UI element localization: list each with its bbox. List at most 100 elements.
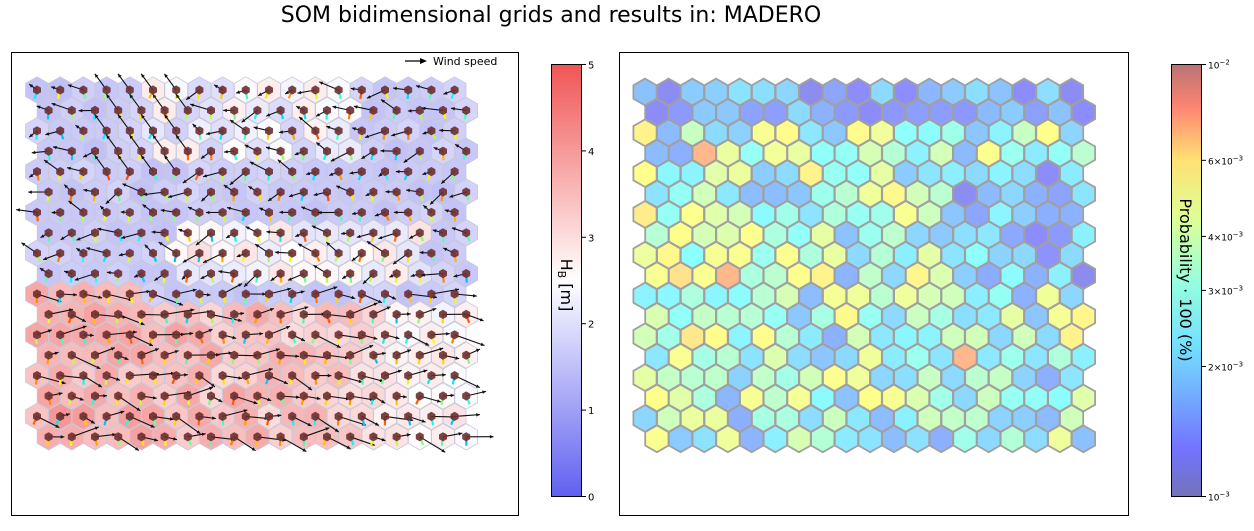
left-node-marker	[56, 411, 65, 421]
left-node-marker	[114, 228, 123, 238]
left-node-marker	[195, 289, 204, 299]
left-wind-arrowhead	[277, 413, 282, 418]
svg-text:Probability · 100 (%): Probability · 100 (%)	[1176, 198, 1195, 361]
left-wind-arrowhead	[179, 302, 183, 306]
left-wind-arrow	[303, 427, 330, 438]
left-wind-arrowhead	[449, 194, 454, 198]
left-wind-arrowhead	[174, 350, 179, 354]
left-wind-arrowhead	[212, 416, 216, 420]
left-wind-arrowhead	[300, 290, 305, 294]
left-node-marker	[276, 269, 285, 279]
left-wind-arrowhead	[407, 349, 411, 353]
left-wind-arrowhead	[206, 131, 210, 136]
left-wind-arrowhead	[304, 306, 309, 310]
left-node-marker	[79, 289, 88, 299]
left-wind-arrowhead	[29, 84, 34, 88]
left-node-marker	[79, 371, 88, 381]
left-node-marker	[311, 330, 320, 340]
left-node-marker	[381, 167, 389, 177]
left-wind-arrows	[16, 73, 494, 453]
left-node-marker	[357, 167, 366, 177]
left-node-marker	[125, 411, 134, 421]
left-node-marker	[323, 146, 331, 156]
left-node-marker	[288, 126, 297, 136]
left-node-marker	[265, 371, 273, 381]
left-node-marker	[230, 432, 239, 442]
left-node-marker	[33, 371, 41, 381]
left-wind-arrowhead	[176, 135, 180, 139]
left-node-marker	[288, 330, 297, 340]
left-node-marker	[102, 371, 111, 381]
left-wind-arrowhead	[120, 410, 125, 414]
left-wind-arrowhead	[259, 332, 264, 336]
left-wind-arrowhead	[106, 135, 110, 139]
left-wind-arrowhead	[90, 420, 95, 424]
left-node-marker	[218, 248, 227, 258]
left-wind-arrowhead	[110, 347, 115, 351]
left-wind-arrowhead	[96, 365, 101, 369]
left-wind-arrowhead	[106, 94, 110, 99]
left-node-marker	[404, 85, 413, 95]
left-node-marker	[369, 187, 378, 197]
right-colorbar-tick-label: 3×10−3	[1208, 284, 1243, 297]
left-wind-arrowhead	[287, 287, 292, 291]
left-wind-arrowhead	[152, 94, 157, 99]
left-wind-arrowhead	[100, 206, 104, 210]
left-node-marker	[299, 432, 308, 442]
left-node-marker	[450, 289, 459, 299]
left-wind-arrowhead	[64, 184, 68, 189]
left-node-marker	[172, 207, 181, 217]
left-node-marker	[241, 330, 250, 340]
left-node-marker	[276, 432, 285, 442]
left-wind-arrowhead	[325, 427, 330, 431]
left-node-marker	[102, 85, 111, 95]
left-node-marker	[462, 146, 471, 156]
left-colorbar-tick-label: 3	[588, 233, 594, 244]
left-node-marker	[404, 167, 413, 177]
left-node-marker	[439, 309, 447, 319]
left-wind-arrowhead	[66, 413, 70, 417]
right-hex-cell	[857, 424, 883, 454]
left-node-marker	[160, 432, 169, 442]
left-node-marker	[357, 126, 366, 136]
left-node-marker	[276, 309, 285, 319]
left-wind-arrowhead	[236, 90, 241, 94]
left-node-marker	[392, 309, 401, 319]
left-wind-arrowhead	[268, 368, 273, 372]
left-node-marker	[56, 289, 65, 299]
left-wind-arrowhead	[451, 227, 456, 231]
left-node-marker	[415, 187, 424, 197]
left-node-marker	[207, 146, 215, 156]
left-wind-arrowhead	[455, 356, 460, 360]
left-node-marker	[299, 228, 308, 238]
left-node-marker	[427, 248, 436, 258]
left-node-marker	[323, 391, 331, 401]
left-node-marker	[288, 289, 297, 299]
left-node-marker	[102, 248, 111, 258]
left-wind-arrowhead	[445, 332, 450, 336]
left-wind-arrowhead	[190, 103, 195, 107]
left-node-marker	[369, 350, 378, 360]
left-node-marker	[288, 167, 297, 177]
left-node-marker	[334, 85, 343, 95]
left-wind-arrowhead	[436, 399, 441, 403]
left-node-marker	[323, 350, 331, 360]
left-wind-arrowhead	[393, 210, 398, 215]
left-wind-arrowhead	[403, 159, 408, 163]
left-node-marker	[299, 269, 308, 279]
left-wind-arrowhead	[55, 424, 60, 428]
left-node-marker	[241, 126, 250, 136]
left-node-marker	[33, 330, 41, 340]
left-node-marker	[299, 146, 308, 156]
left-wind-arrowhead	[301, 206, 306, 210]
left-node-marker	[218, 167, 227, 177]
left-wind-arrowhead	[266, 113, 271, 117]
svg-text:HB [m]: HB [m]	[555, 259, 576, 312]
left-node-marker	[404, 126, 413, 136]
wind-legend-label: Wind speed	[433, 55, 497, 68]
left-wind-arrowhead	[406, 433, 411, 437]
left-node-marker	[415, 309, 424, 319]
left-node-marker	[450, 371, 459, 381]
left-wind-arrowhead	[83, 154, 88, 158]
left-wind-arrowhead	[329, 172, 334, 176]
